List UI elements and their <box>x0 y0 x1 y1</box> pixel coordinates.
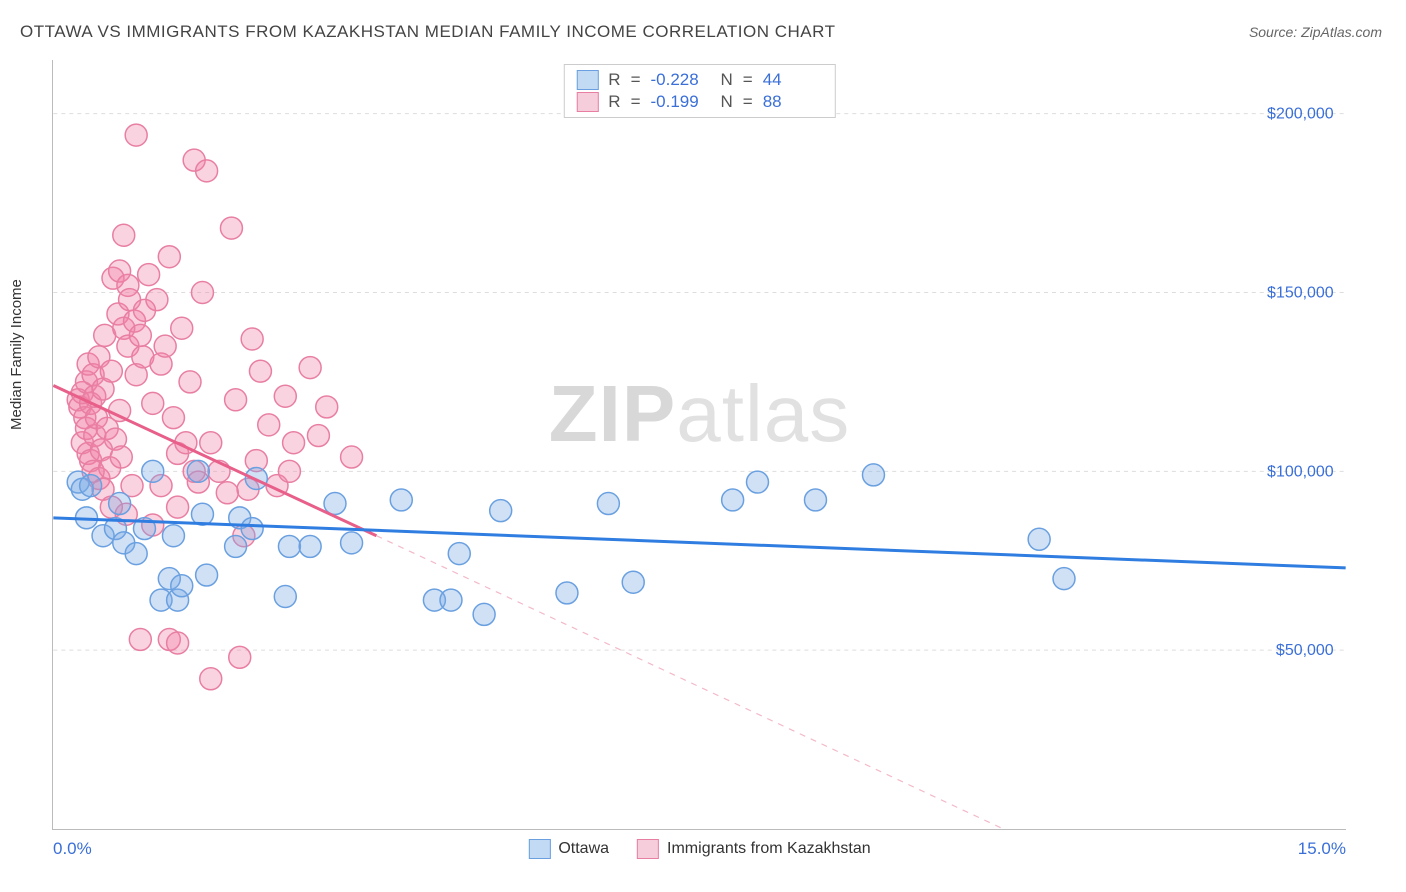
chart-area: $50,000$100,000$150,000$200,000 ZIPatlas… <box>52 60 1346 830</box>
y-axis-label: Median Family Income <box>8 279 25 430</box>
n-value-kazakhstan: 88 <box>763 92 823 112</box>
stats-legend: R = -0.228 N = 44 R = -0.199 N = 88 <box>563 64 835 118</box>
chart-title: OTTAWA VS IMMIGRANTS FROM KAZAKHSTAN MED… <box>20 22 835 42</box>
swatch-pink-icon <box>576 92 598 112</box>
swatch-blue-icon <box>576 70 598 90</box>
legend-item-kazakhstan: Immigrants from Kazakhstan <box>637 839 871 859</box>
x-axis-max-label: 15.0% <box>1298 839 1346 859</box>
svg-text:$100,000: $100,000 <box>1267 463 1334 480</box>
svg-text:$200,000: $200,000 <box>1267 106 1334 123</box>
legend-item-ottawa: Ottawa <box>528 839 609 859</box>
source-label: Source: ZipAtlas.com <box>1249 24 1382 40</box>
svg-text:$50,000: $50,000 <box>1276 642 1334 659</box>
scatter-plot: $50,000 $100,000 $150,000 $200,000 <box>53 60 1346 829</box>
stats-row-kazakhstan: R = -0.199 N = 88 <box>576 91 822 113</box>
r-value-kazakhstan: -0.199 <box>651 92 711 112</box>
svg-text:$150,000: $150,000 <box>1267 284 1334 301</box>
swatch-blue-icon <box>528 839 550 859</box>
n-value-ottawa: 44 <box>763 70 823 90</box>
swatch-pink-icon <box>637 839 659 859</box>
bottom-legend: Ottawa Immigrants from Kazakhstan <box>528 839 870 859</box>
r-value-ottawa: -0.228 <box>651 70 711 90</box>
x-axis-min-label: 0.0% <box>53 839 92 859</box>
stats-row-ottawa: R = -0.228 N = 44 <box>576 69 822 91</box>
